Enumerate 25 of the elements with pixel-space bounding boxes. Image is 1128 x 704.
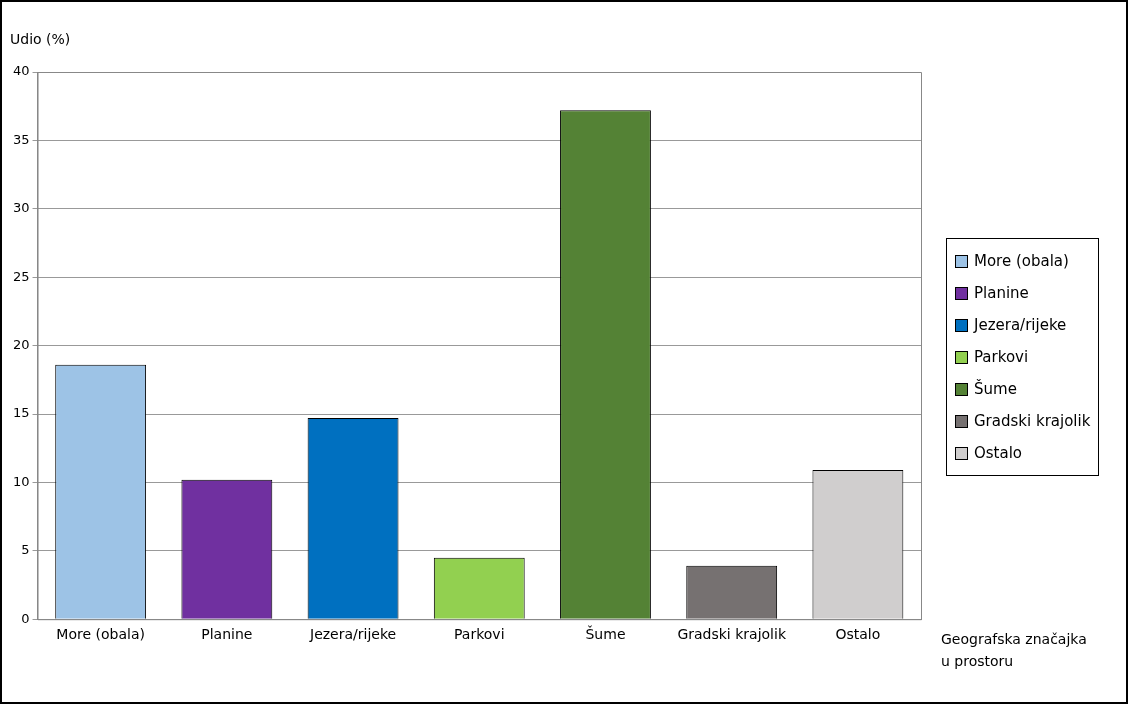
x-tick-label: Šume [585, 625, 626, 643]
x-axis-title: Geografska značajka u prostoru [941, 630, 1087, 669]
legend-label: Ostalo [974, 444, 1023, 462]
y-tick-label: 25 [13, 268, 30, 284]
x-tick-label: Gradski krajolik [677, 626, 787, 643]
legend-label: Šume [974, 380, 1017, 398]
legend-label: Parkovi [974, 348, 1029, 366]
y-tick-label: 20 [13, 336, 30, 352]
legend-label: Jezera/rijeke [974, 316, 1067, 334]
y-tick-label: 30 [13, 200, 30, 216]
y-tick-label: 10 [13, 473, 30, 489]
y-tick-label: 35 [13, 131, 30, 147]
x-tick-label: Jezera/rijeke [308, 626, 397, 643]
y-tick-label: 0 [21, 610, 30, 626]
x-tick-label: More (obala) [56, 626, 145, 643]
x-tick-label: Parkovi [454, 626, 505, 643]
x-tick-label: Ostalo [835, 626, 881, 643]
legend-label: Planine [974, 284, 1029, 302]
y-tick-label: 15 [13, 405, 30, 421]
y-tick-label: 40 [13, 63, 30, 79]
legend-label: More (obala) [974, 252, 1069, 270]
x-tick-label: Planine [201, 626, 253, 643]
legend-label: Gradski krajolik [974, 412, 1091, 430]
y-tick-label: 5 [21, 542, 30, 558]
y-axis-title: Udio (%) [10, 31, 71, 47]
